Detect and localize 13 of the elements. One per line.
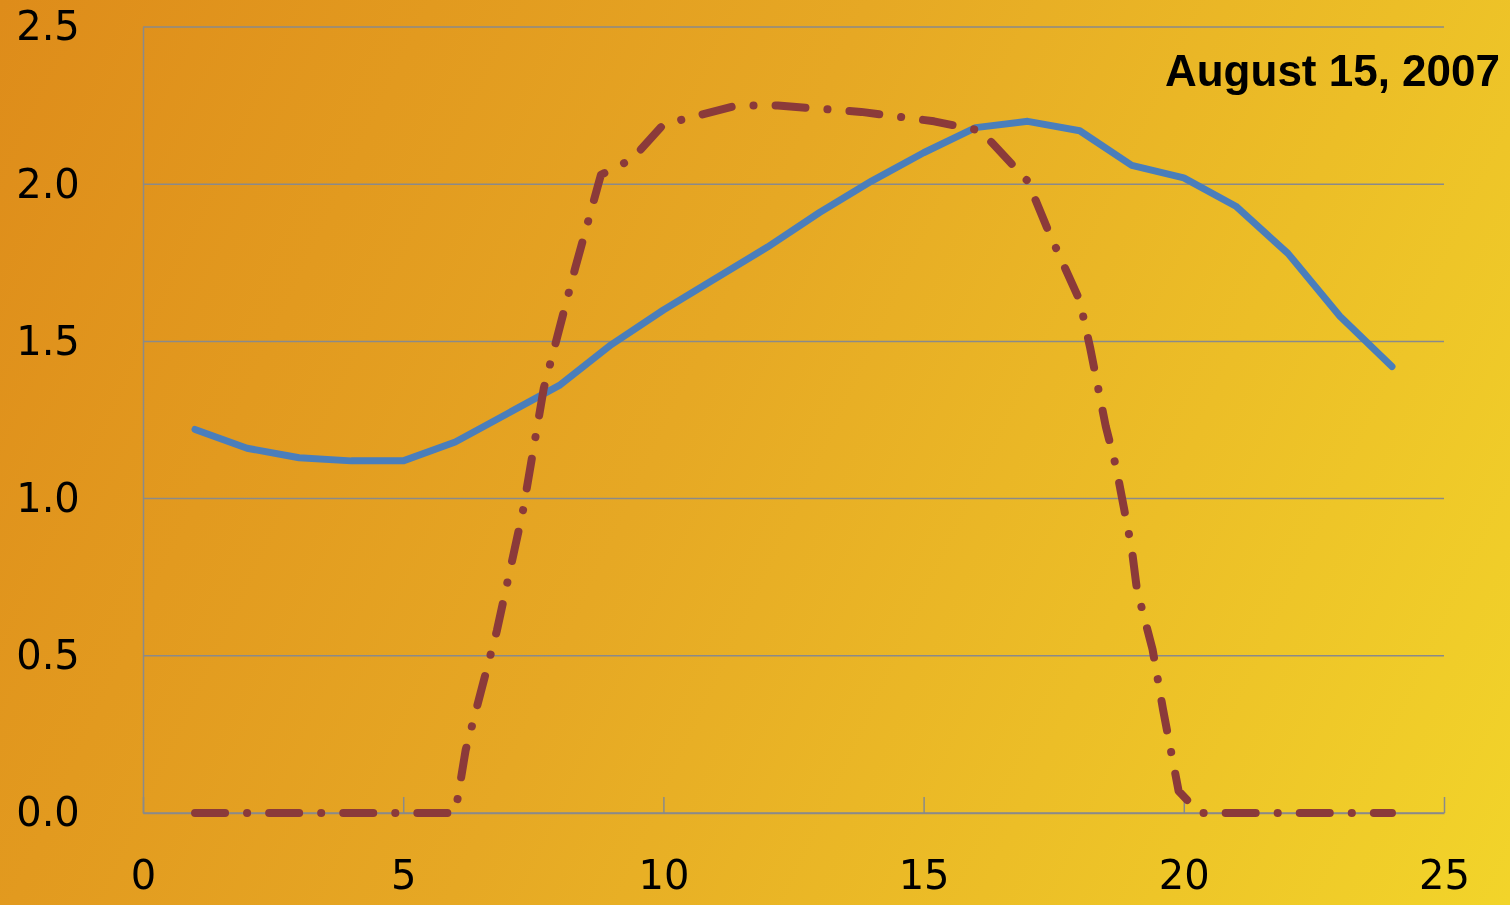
y-tick-label: 0.5 xyxy=(16,632,80,679)
y-tick-label: 1.5 xyxy=(16,317,80,364)
x-tick-label: 25 xyxy=(1419,852,1470,899)
y-tick-label: 1.0 xyxy=(16,474,80,521)
y-tick-label: 0.0 xyxy=(16,789,80,836)
x-tick-label: 10 xyxy=(638,852,690,899)
x-tick-label: 20 xyxy=(1158,852,1210,899)
x-tick-label: 15 xyxy=(898,852,950,899)
x-tick-label: 5 xyxy=(390,852,417,899)
x-tick-label: 0 xyxy=(130,852,157,899)
annotation: August 15, 2007 xyxy=(1164,46,1500,95)
y-tick-label: 2.0 xyxy=(16,160,80,207)
y-tick-label: 2.5 xyxy=(16,3,80,50)
